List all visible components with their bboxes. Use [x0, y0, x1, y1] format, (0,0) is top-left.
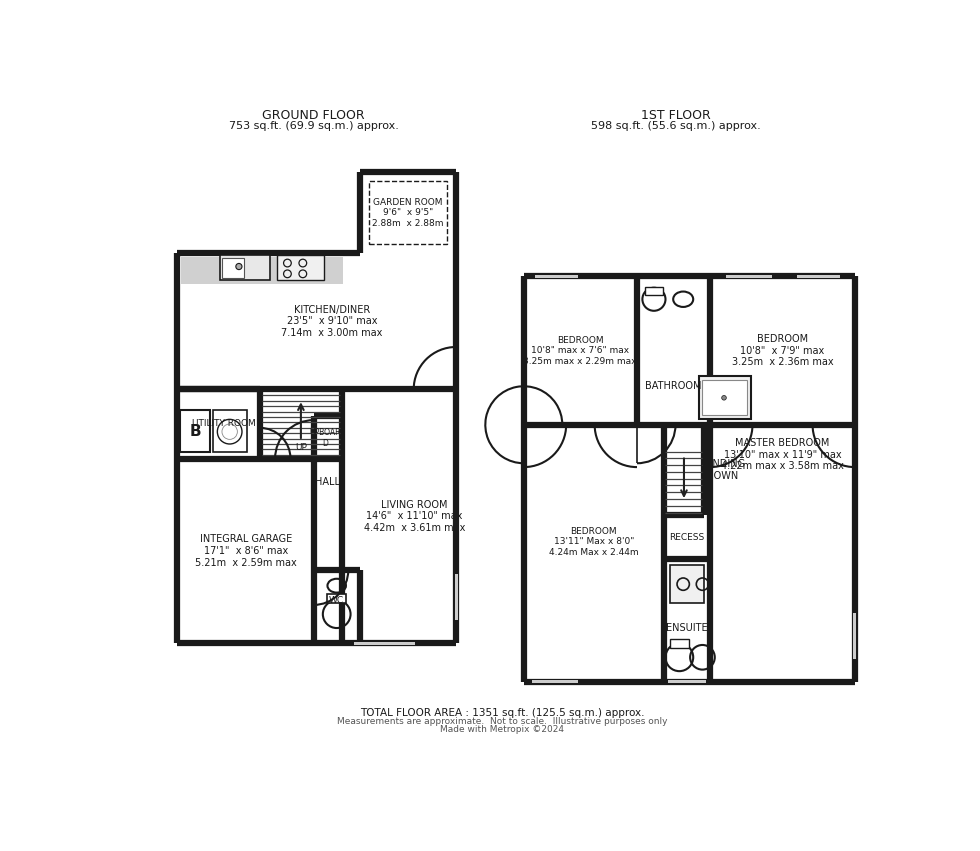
Bar	[854, 613, 857, 659]
Text: 1ST FLOOR: 1ST FLOOR	[641, 110, 710, 123]
Circle shape	[236, 264, 242, 270]
Bar	[699, 376, 751, 419]
Text: BEDROOM
10'8" max x 7'6" max
3.25m max x 2.29m max: BEDROOM 10'8" max x 7'6" max 3.25m max x…	[523, 336, 637, 366]
Bar	[455, 574, 458, 620]
Bar	[369, 181, 447, 243]
Bar	[725, 275, 772, 277]
Bar	[277, 255, 323, 280]
Text: UP: UP	[295, 443, 307, 453]
Text: GROUND FLOOR: GROUND FLOOR	[263, 110, 365, 123]
Text: MASTER BEDROOM
13'10" max x 11'9" max
4.22m max x 3.58m max: MASTER BEDROOM 13'10" max x 11'9" max 4.…	[721, 438, 844, 471]
Text: ENSUITE: ENSUITE	[666, 623, 708, 633]
Bar	[535, 275, 578, 277]
Text: BEDROOM
10'8"  x 7'9" max
3.25m  x 2.36m max: BEDROOM 10'8" x 7'9" max 3.25m x 2.36m m…	[732, 334, 833, 368]
Text: GARDEN ROOM
9'6"  x 9'5"
2.88m  x 2.88m: GARDEN ROOM 9'6" x 9'5" 2.88m x 2.88m	[372, 197, 444, 227]
Text: LANDING
DOWN: LANDING DOWN	[700, 460, 745, 481]
Bar	[221, 258, 243, 277]
Bar	[531, 681, 578, 683]
Text: UTILITY ROOM: UTILITY ROOM	[192, 420, 256, 429]
Bar	[180, 410, 210, 453]
Text: BATHROOM: BATHROOM	[645, 381, 702, 391]
Bar	[327, 594, 346, 603]
Bar	[645, 287, 663, 294]
Circle shape	[721, 396, 726, 400]
Text: 753 sq.ft. (69.9 sq.m.) approx.: 753 sq.ft. (69.9 sq.m.) approx.	[228, 121, 399, 131]
Bar	[703, 380, 747, 414]
Bar	[354, 642, 416, 645]
Text: Made with Metropix ©2024: Made with Metropix ©2024	[440, 725, 564, 734]
Text: HALL: HALL	[316, 477, 340, 487]
Bar	[797, 275, 840, 277]
Bar	[213, 410, 247, 453]
Text: WC: WC	[329, 596, 344, 605]
Bar	[667, 681, 707, 683]
Bar	[670, 639, 689, 648]
Bar	[670, 565, 704, 603]
Text: INTEGRAL GARAGE
17'1"  x 8'6" max
5.21m  x 2.59m max: INTEGRAL GARAGE 17'1" x 8'6" max 5.21m x…	[195, 534, 297, 568]
Text: BEDROOM
13'11" Max x 8'0"
4.24m Max x 2.44m: BEDROOM 13'11" Max x 8'0" 4.24m Max x 2.…	[549, 527, 639, 557]
Bar	[220, 255, 270, 280]
Text: TOTAL FLOOR AREA : 1351 sq.ft. (125.5 sq.m.) approx.: TOTAL FLOOR AREA : 1351 sq.ft. (125.5 sq…	[360, 709, 645, 718]
Text: LIVING ROOM
14'6"  x 11'10" max
4.42m  x 3.61m max: LIVING ROOM 14'6" x 11'10" max 4.42m x 3…	[364, 500, 466, 533]
Text: B: B	[189, 424, 201, 439]
Text: Measurements are approximate.  Not to scale.  Illustrative purposes only: Measurements are approximate. Not to sca…	[337, 717, 667, 727]
Text: 598 sq.ft. (55.6 sq.m.) approx.: 598 sq.ft. (55.6 sq.m.) approx.	[591, 121, 760, 131]
Text: RECESS: RECESS	[669, 533, 705, 542]
Bar	[181, 257, 343, 284]
Text: UPBOAR
D: UPBOAR D	[310, 428, 341, 448]
Text: KITCHEN/DINER
23'5"  x 9'10" max
7.14m  x 3.00m max: KITCHEN/DINER 23'5" x 9'10" max 7.14m x …	[281, 305, 383, 338]
